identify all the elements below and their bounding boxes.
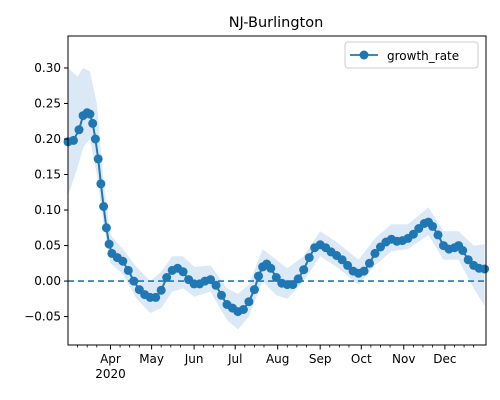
data-point (90, 134, 100, 144)
data-point (254, 271, 263, 281)
data-point (433, 230, 443, 240)
data-point (156, 285, 166, 295)
y-tick-label: 0.00 (34, 274, 61, 288)
x-tick-label: Aug (266, 352, 289, 366)
data-point (88, 118, 98, 128)
x-tick-year-label: 2020 (95, 367, 126, 381)
y-tick-label: 0.30 (34, 61, 61, 75)
x-tick-label: May (139, 352, 164, 366)
data-point (463, 255, 473, 265)
data-point (343, 260, 353, 270)
data-point (370, 248, 380, 258)
x-tick-label: Sep (309, 352, 332, 366)
data-point (238, 305, 248, 314)
data-point (293, 274, 303, 284)
data-point (118, 256, 128, 266)
x-tick-label: Nov (392, 352, 415, 366)
data-point (69, 135, 78, 145)
x-tick-label: Apr (100, 352, 121, 366)
x-tick-label: Oct (351, 352, 372, 366)
data-point (206, 275, 215, 285)
legend-box (344, 41, 479, 69)
legend: growth_rate (344, 41, 479, 69)
data-point (101, 223, 111, 233)
data-point (408, 229, 418, 239)
data-point (217, 290, 226, 300)
data-point (304, 253, 314, 263)
data-point (85, 109, 95, 119)
plot-area (63, 68, 490, 330)
y-tick-label: 0.20 (34, 132, 61, 146)
chart-title: NJ-Burlington (229, 15, 324, 31)
data-point (266, 263, 276, 273)
legend-label: growth_rate (387, 49, 459, 63)
data-point (99, 202, 109, 211)
y-tick-label: −0.05 (24, 310, 61, 324)
data-point (104, 239, 114, 249)
axes-frame (67, 35, 487, 346)
legend-marker-icon (359, 50, 369, 60)
x-tick-label: Jul (227, 352, 242, 366)
data-point (244, 297, 254, 307)
data-point (96, 179, 106, 189)
data-point (299, 265, 309, 275)
y-tick-label: 0.10 (34, 203, 61, 217)
y-tick-label: 0.25 (34, 96, 61, 110)
data-point (365, 258, 374, 268)
data-point (458, 246, 468, 255)
confidence-band (68, 68, 485, 330)
data-point (288, 280, 298, 290)
data-point (74, 125, 84, 135)
data-point (359, 266, 369, 276)
data-point (123, 265, 133, 275)
data-point (178, 267, 188, 277)
data-point (428, 221, 438, 231)
data-point (211, 280, 221, 290)
x-tick-label: Dec (433, 352, 456, 366)
y-tick-label: 0.15 (34, 168, 61, 182)
data-point (151, 292, 161, 302)
data-point (249, 285, 259, 295)
x-tick-label: Jun (184, 352, 204, 366)
axes: −0.05 0.00 0.05 0.10 0.15 0.20 0.25 0.30 Apr2020… (24, 61, 475, 381)
data-point (162, 273, 172, 282)
data-point (129, 276, 139, 286)
data-point (93, 154, 103, 164)
data-point (480, 264, 490, 274)
data-point (337, 255, 347, 265)
y-tick-label: 0.05 (34, 239, 61, 253)
data-point (271, 273, 281, 282)
